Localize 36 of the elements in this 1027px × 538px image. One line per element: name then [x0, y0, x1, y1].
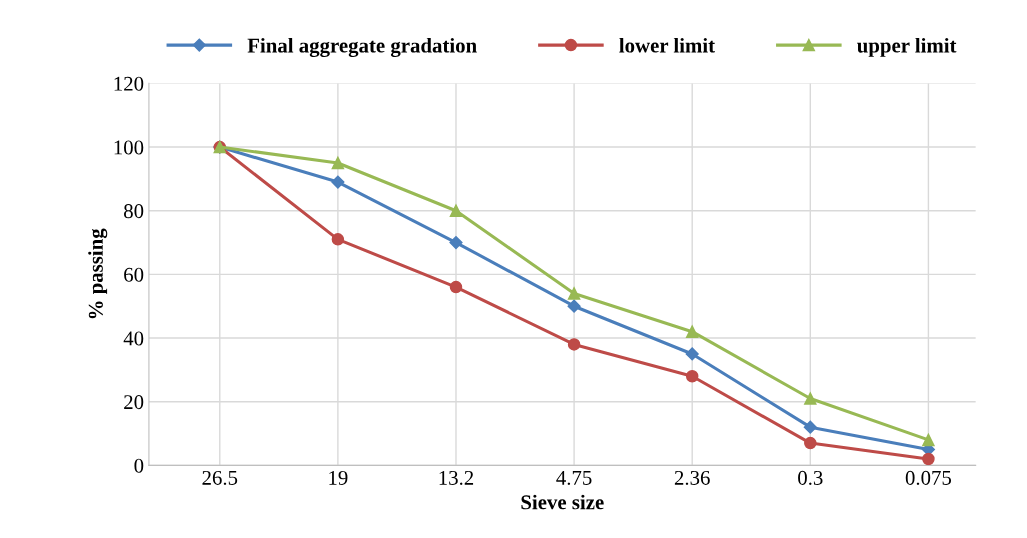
y-tick-label: 100 [114, 140, 144, 155]
x-tick-label: 13.2 [439, 470, 474, 485]
point [449, 204, 463, 217]
y-tick-label: 0 [134, 458, 144, 473]
point [449, 235, 463, 250]
point [685, 369, 699, 383]
y-tick-label: 60 [124, 267, 144, 282]
point [804, 392, 817, 405]
point [922, 452, 935, 466]
y-tick-label: 20 [124, 395, 144, 410]
x-tick-label: 0.3 [798, 470, 823, 485]
point [804, 436, 817, 450]
y-axis-title: % passing [88, 228, 108, 319]
x-tick-label: 19 [329, 470, 348, 485]
point [331, 175, 345, 189]
point [685, 347, 699, 361]
point [567, 338, 581, 351]
legend-label: upper limit [857, 37, 957, 57]
point [567, 299, 581, 313]
point [449, 280, 463, 294]
point [803, 420, 817, 434]
x-tick-label: 2.36 [674, 470, 710, 485]
point [685, 325, 699, 338]
x-tick-label: 0.075 [905, 470, 952, 485]
point [331, 233, 345, 246]
y-tick-label: 40 [123, 331, 144, 346]
x-tick-label: 26.5 [202, 470, 238, 485]
y-tick-label: 120 [114, 76, 144, 91]
x-axis-title: Sieve size [521, 494, 604, 510]
point [567, 287, 581, 300]
legend-label: lower limit [619, 37, 715, 53]
legend-label: Final aggregate gradation [247, 37, 477, 57]
point [922, 433, 935, 447]
y-tick-label: 80 [124, 204, 144, 219]
x-tick-label: 4.75 [556, 470, 592, 485]
point [331, 156, 345, 170]
